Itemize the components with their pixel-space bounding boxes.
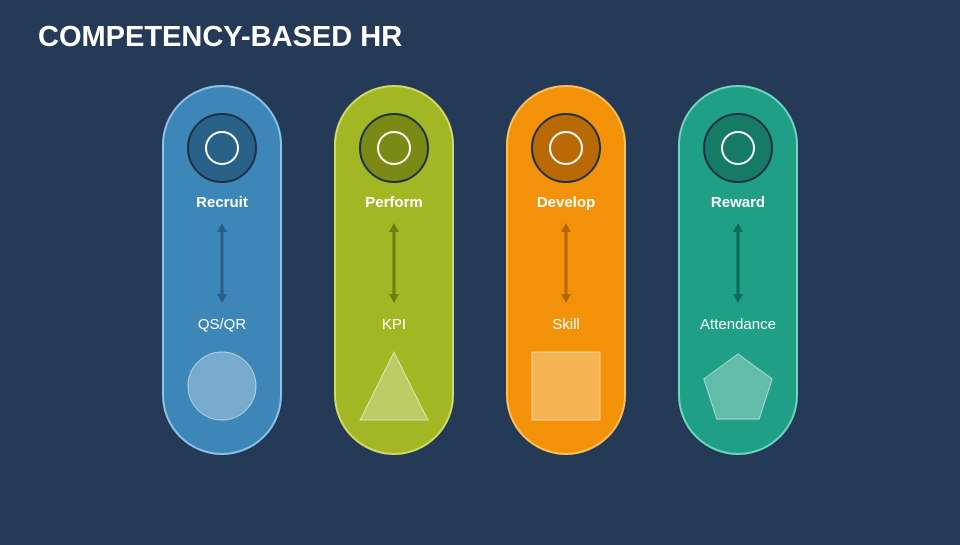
icon-circle <box>531 113 601 183</box>
pillars: Recruit QS/QR Perform KPI Develop Skill Reward… <box>162 85 798 455</box>
pillar: Develop Skill <box>506 85 626 455</box>
icon-circle <box>703 113 773 183</box>
pillar-measure: Attendance <box>700 316 776 333</box>
pillar-label: Develop <box>537 194 595 211</box>
pillar-label: Reward <box>711 194 765 211</box>
arrow-head <box>389 223 399 303</box>
arrow-head <box>733 223 743 303</box>
slide-title: COMPETENCY-BASED HR <box>38 21 402 53</box>
icon-circle <box>359 113 429 183</box>
pillar-label: Recruit <box>196 194 248 211</box>
arrow-head <box>217 223 227 303</box>
pillar: Perform KPI <box>334 85 454 455</box>
shape-pentagon <box>703 353 773 420</box>
icon <box>721 131 755 165</box>
pillar-label: Perform <box>365 194 423 211</box>
pillar: Reward Attendance <box>678 85 798 455</box>
pillar-measure: KPI <box>382 316 406 333</box>
icon <box>205 131 239 165</box>
shape-square <box>531 351 601 421</box>
shape-triangle <box>359 350 429 421</box>
pillar: Recruit QS/QR <box>162 85 282 455</box>
icon-circle <box>187 113 257 183</box>
shape-circle <box>187 351 257 421</box>
icon <box>549 131 583 165</box>
icon <box>377 131 411 165</box>
arrow-head <box>561 223 571 303</box>
pillar-measure: QS/QR <box>198 316 247 333</box>
pillar-measure: Skill <box>552 316 580 333</box>
